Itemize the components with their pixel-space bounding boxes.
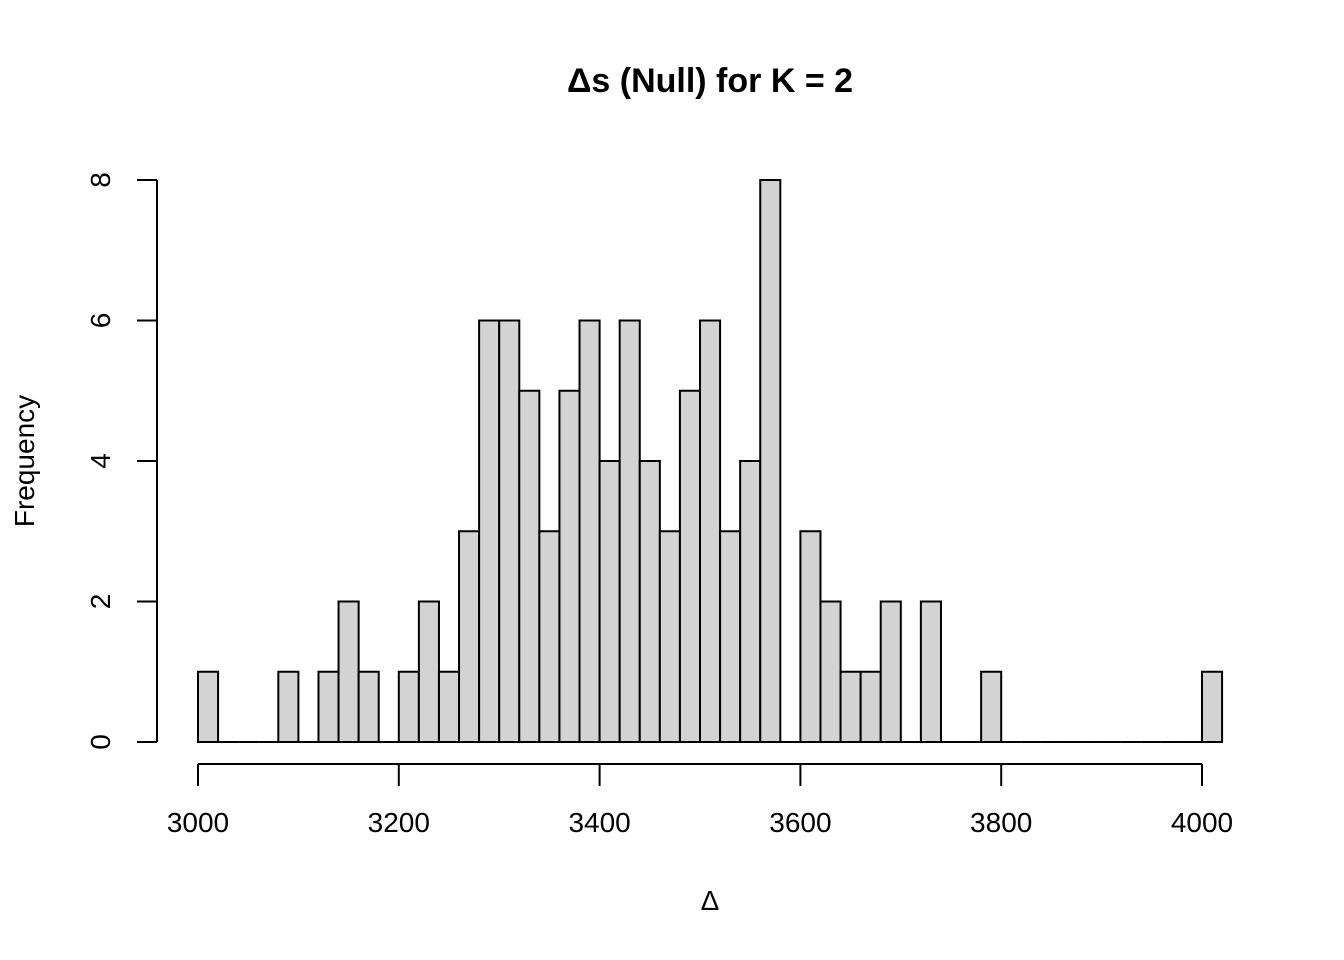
x-axis: 3000 3200 3400 3600 3800 4000 bbox=[167, 763, 1233, 838]
chart-title: Δs (Null) for K = 2 bbox=[567, 62, 853, 100]
y-tick-label: 0 bbox=[85, 734, 116, 750]
histogram-bar bbox=[839, 670, 862, 743]
y-axis-label: Frequency bbox=[9, 395, 40, 527]
histogram-bar bbox=[578, 319, 601, 743]
x-tick-label: 3200 bbox=[368, 807, 430, 838]
histogram-bar bbox=[437, 670, 461, 743]
histogram-bar bbox=[658, 530, 681, 743]
histogram-bar bbox=[638, 460, 661, 743]
histogram-bar bbox=[699, 319, 722, 743]
histogram-bar bbox=[719, 530, 742, 743]
histogram-bar bbox=[759, 179, 782, 743]
histogram-bar bbox=[337, 600, 360, 743]
y-tick-label: 4 bbox=[85, 453, 116, 469]
y-tick-label: 6 bbox=[85, 313, 116, 329]
histogram-bar bbox=[538, 530, 561, 743]
y-axis: 0 2 4 6 8 bbox=[85, 172, 158, 750]
histogram-bar bbox=[478, 319, 501, 743]
histogram-bar bbox=[819, 600, 842, 743]
histogram-bar bbox=[799, 530, 822, 743]
histogram-bar bbox=[618, 319, 641, 743]
histogram-bar bbox=[558, 389, 581, 743]
y-tick-label: 2 bbox=[85, 594, 116, 610]
histogram-bar bbox=[678, 389, 701, 743]
bar-group bbox=[197, 179, 1224, 743]
y-tick-label: 8 bbox=[85, 172, 116, 188]
x-axis-label: Δ bbox=[701, 885, 720, 916]
histogram-bar bbox=[739, 460, 762, 743]
histogram-bar bbox=[197, 670, 220, 743]
histogram-bar bbox=[317, 670, 340, 743]
histogram-bar bbox=[458, 530, 481, 743]
histogram-bar bbox=[879, 600, 902, 743]
histogram-bar bbox=[859, 670, 882, 743]
x-tick-label: 3000 bbox=[167, 807, 229, 838]
histogram-bar bbox=[397, 670, 420, 743]
histogram-bar bbox=[598, 460, 621, 743]
x-tick-label: 3400 bbox=[568, 807, 630, 838]
histogram-bar bbox=[1201, 670, 1224, 743]
histogram-bar bbox=[980, 670, 1003, 743]
histogram-bar bbox=[518, 389, 541, 743]
histogram-bar bbox=[277, 670, 300, 743]
histogram-bar bbox=[498, 319, 521, 743]
x-tick-label: 4000 bbox=[1171, 807, 1233, 838]
x-tick-label: 3600 bbox=[769, 807, 831, 838]
histogram-bar bbox=[417, 600, 440, 743]
x-tick-label: 3800 bbox=[970, 807, 1032, 838]
histogram-bar bbox=[919, 600, 942, 743]
histogram-bar bbox=[357, 670, 380, 743]
